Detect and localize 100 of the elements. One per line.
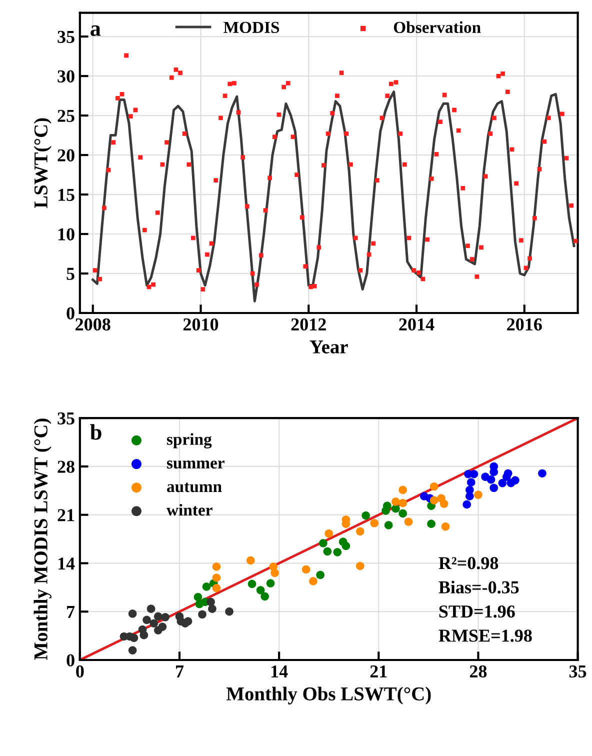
point [323,547,332,556]
annotation: Bias=-0.35 [438,580,519,594]
point [248,580,256,588]
legend-label: MODIS [224,22,280,34]
y-tick-label: 0 [66,307,74,320]
annotation: RMSE=1.98 [438,630,532,642]
point [398,509,407,518]
point [490,484,498,492]
annotation: b [90,424,102,440]
x-tick-label: 2014 [399,318,434,331]
y-tick-label: 7 [67,606,75,618]
y-tick-label: 28 [58,460,74,473]
point [430,482,438,491]
y-tick-label: 35 [58,30,74,43]
point [158,622,167,631]
point [370,518,379,528]
point [161,612,170,622]
y-tick-label: 20 [58,149,74,162]
point [309,577,318,586]
point [342,542,350,550]
point [398,498,407,508]
point [404,518,413,526]
point [212,584,221,592]
x-tick-label: 14 [271,665,288,678]
point [260,592,270,601]
point [382,506,390,515]
y-axis-title: LSWT(°C) [34,118,52,208]
x-tick-label: 35 [569,665,586,678]
y-tick-label: 14 [58,558,75,570]
point [128,646,137,654]
point [398,486,407,494]
point [427,520,436,528]
y-tick-label: 25 [58,110,74,122]
annotation: R²=0.98 [438,557,498,570]
x-tick-label: 2016 [507,318,542,331]
x-tick-label: 28 [470,665,487,678]
legend-label: summer [166,460,224,469]
point [194,592,202,602]
annotation: a [90,25,101,36]
point [466,478,476,487]
point [246,556,255,565]
x-axis-title: Monthly Obs LSWT(°C) [226,686,431,704]
point [333,548,342,556]
point [212,574,221,582]
point [270,568,279,578]
point [430,496,438,504]
y-tick-label: 21 [58,509,74,522]
x-tick-label: 2012 [291,318,326,331]
y-tick-label: 30 [58,70,74,82]
point [538,469,546,478]
point [154,612,162,621]
point [324,529,334,538]
point [212,562,221,571]
annotation: STD=1.96 [439,605,515,618]
point [140,630,148,640]
point [208,604,216,614]
legend-label: spring [166,433,212,448]
point [511,476,520,484]
point [225,607,234,616]
point [384,521,393,530]
point [130,634,138,642]
point [256,586,265,594]
point [142,616,151,624]
point [356,527,364,536]
y-axis-title: Monthly MODIS LSWT (°C) [34,418,52,660]
point [474,490,482,499]
point [319,539,328,548]
point [356,562,364,570]
point [302,565,310,574]
point [462,500,472,509]
legend-label: autumn [167,482,222,492]
point [202,582,211,591]
point [441,522,450,531]
point [266,579,275,588]
point [392,498,400,506]
y-tick-label: 0 [66,654,74,666]
point [206,598,215,606]
point [198,610,206,619]
point [128,610,137,618]
y-tick-label: 5 [66,268,74,280]
point [150,619,158,628]
legend-label: Observation [394,21,481,34]
point [440,500,448,508]
point [486,475,496,484]
x-tick-label: 0 [76,665,84,678]
point [504,469,512,478]
x-axis-title: Year [310,340,348,354]
point [316,570,324,580]
legend-label: winter [166,504,212,516]
x-tick-label: 7 [176,666,184,678]
point [498,478,507,488]
point [146,604,156,614]
x-tick-label: 2008 [76,318,110,331]
y-tick-label: 10 [58,228,74,240]
x-tick-label: 2010 [183,318,218,331]
point [362,511,370,520]
line-series [92,90,576,302]
x-tick-label: 21 [370,665,387,678]
point [184,617,192,626]
y-tick-label: 35 [58,412,74,425]
